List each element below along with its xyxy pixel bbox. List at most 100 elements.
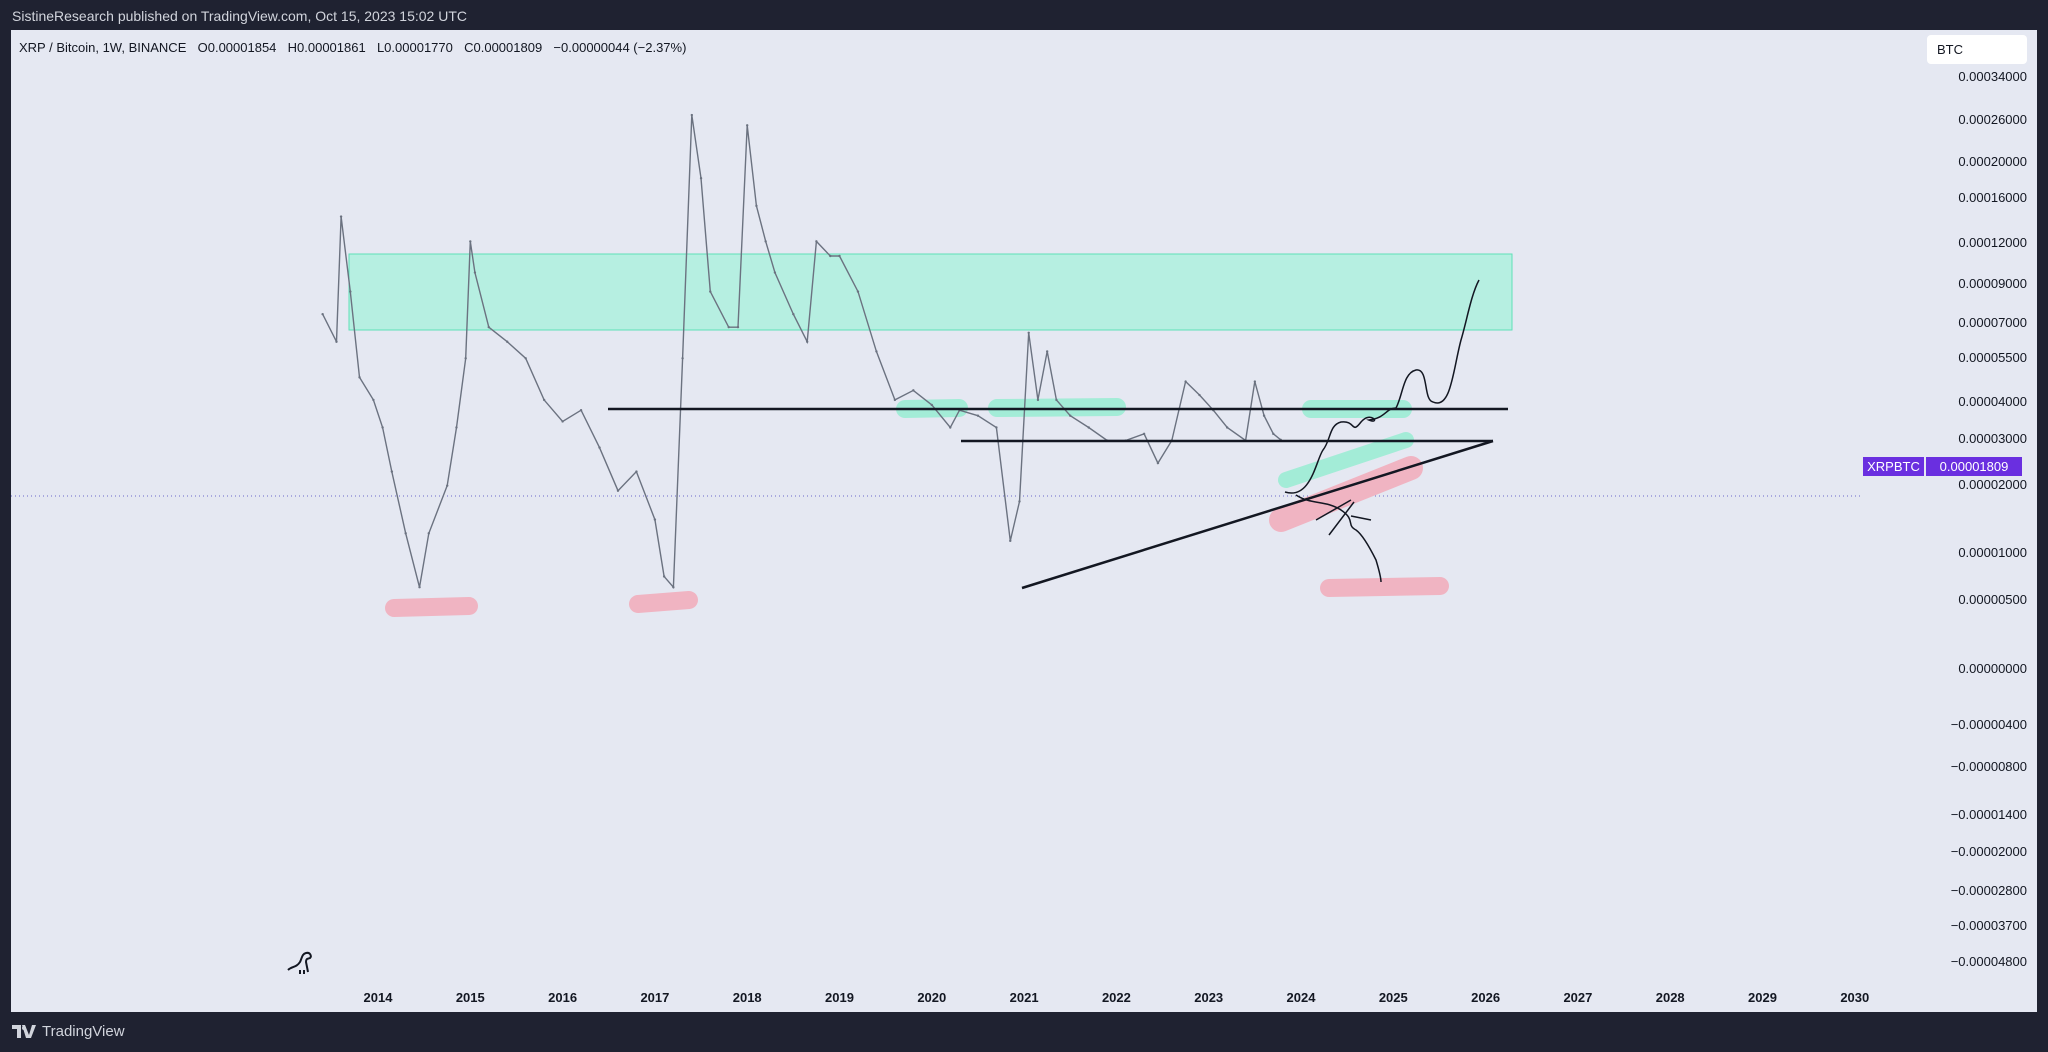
published-info: SistineResearch published on TradingView…: [12, 8, 467, 24]
price-point: [524, 357, 527, 360]
x-tick-label: 2023: [1194, 990, 1223, 1005]
x-tick-label: 2019: [825, 990, 854, 1005]
price-point: [1225, 426, 1229, 429]
price-point: [1027, 331, 1030, 335]
price-point: [1069, 414, 1072, 417]
price-point: [764, 240, 767, 243]
price-point: [681, 357, 684, 360]
price-point: [473, 271, 477, 274]
price-point: [418, 586, 421, 589]
symbol-tag: XRPBTC: [1863, 457, 1924, 476]
y-tick-label: 0.00004000: [1958, 394, 2027, 409]
chart-panel[interactable]: 0.00034000 0.00026000 0.00020000 0.00016000…: [11, 30, 2037, 1012]
price-point: [381, 426, 384, 429]
top-bar: SistineResearch published on TradingView…: [0, 0, 2048, 30]
currency-button[interactable]: BTC: [1927, 35, 2027, 64]
price-point: [805, 340, 809, 343]
y-tick-label: −0.00001400: [1951, 807, 2027, 822]
price-point: [930, 403, 933, 407]
price-point: [1198, 393, 1201, 397]
low-value: L0.00001770: [376, 40, 453, 55]
y-tick-label: 0.00002000: [1958, 477, 2027, 492]
x-tick-label: 2020: [917, 990, 946, 1005]
price-point: [487, 325, 490, 329]
price-point: [1018, 500, 1021, 503]
target-mark-low: [1320, 577, 1449, 597]
price-point: [469, 240, 472, 243]
brand-name: TradingView: [42, 1023, 125, 1040]
symbol-legend[interactable]: XRP / Bitcoin, 1W, BINANCE O0.00001854 H…: [19, 40, 690, 55]
y-tick-label: −0.00000400: [1951, 717, 2027, 732]
price-point: [856, 290, 860, 293]
price-point: [1262, 414, 1266, 417]
price-point: [893, 398, 897, 402]
price-point: [755, 204, 758, 208]
price-point: [455, 426, 458, 429]
breakout-zone: [1278, 432, 1414, 488]
price-point: [561, 420, 564, 423]
price-chart[interactable]: 0.00034000 0.00026000 0.00020000 0.00016000…: [11, 30, 2037, 1012]
price-point: [1087, 426, 1090, 429]
price-point: [321, 312, 324, 316]
x-tick-label: 2014: [364, 990, 394, 1005]
y-tick-label: 0.00007000: [1958, 315, 2027, 330]
dinosaur-icon: [287, 951, 312, 974]
close-value: C0.00001809: [464, 40, 543, 55]
y-axis[interactable]: 0.00034000 0.00026000 0.00020000 0.00016000…: [1951, 69, 2027, 969]
y-tick-label: 0.00003000: [1958, 431, 2027, 446]
price-point: [616, 489, 620, 492]
y-tick-label: −0.00000800: [1951, 759, 2027, 774]
y-tick-label: 0.00009000: [1958, 276, 2027, 291]
support-mark-2014: [385, 597, 478, 617]
price-point: [976, 414, 980, 417]
price-point: [464, 357, 467, 360]
price-point: [335, 340, 338, 343]
x-axis[interactable]: 2014 2015 2016 2017 2018 2019 2020 2021 2022 2023…: [364, 990, 1870, 1005]
y-tick-label: 0.00005500: [1958, 350, 2027, 365]
price-point: [579, 409, 583, 412]
price-point: [662, 575, 666, 578]
price-point: [427, 532, 430, 535]
x-tick-label: 2017: [640, 990, 669, 1005]
y-tick-label: −0.00003700: [1951, 918, 2027, 933]
bearish-projection-path: [1295, 494, 1382, 583]
change-value: −0.00000044 (−2.37%): [553, 40, 687, 55]
price-point: [598, 446, 601, 449]
y-tick-label: 0.00034000: [1958, 69, 2027, 84]
price-point: [635, 470, 638, 473]
price-point: [339, 215, 343, 218]
y-tick-label: 0.00012000: [1958, 235, 2027, 250]
x-tick-label: 2030: [1840, 990, 1869, 1005]
bullish-projection-path: [1284, 279, 1480, 494]
tradingview-logo[interactable]: TradingView: [12, 1023, 125, 1040]
y-tick-label: −0.00004800: [1951, 954, 2027, 969]
price-point: [506, 340, 509, 343]
x-tick-label: 2024: [1287, 990, 1317, 1005]
price-point: [690, 113, 694, 117]
price-point: [349, 290, 352, 293]
price-point: [699, 177, 703, 180]
price-point: [1036, 398, 1040, 402]
price-point: [542, 398, 546, 402]
x-tick-label: 2021: [1010, 990, 1039, 1005]
breakdown-zone: [1269, 456, 1423, 532]
price-series-line: [321, 114, 1282, 590]
price-point: [1055, 398, 1058, 402]
price-point: [736, 325, 740, 329]
price-point: [1142, 432, 1146, 436]
x-tick-label: 2016: [548, 990, 577, 1005]
bearish-projection-alt: [1315, 499, 1372, 536]
x-tick-label: 2022: [1102, 990, 1131, 1005]
price-point: [829, 254, 832, 258]
price-point: [792, 312, 795, 316]
symbol-name: XRP / Bitcoin, 1W, BINANCE: [19, 40, 187, 55]
price-point: [838, 254, 841, 258]
price-point: [727, 325, 730, 329]
y-tick-label: −0.00002800: [1951, 883, 2027, 898]
price-point: [653, 518, 657, 521]
price-point: [746, 124, 749, 127]
price-point: [358, 376, 361, 379]
resistance-zone: [348, 253, 1513, 331]
x-tick-label: 2025: [1379, 990, 1408, 1005]
price-point: [1184, 380, 1187, 383]
